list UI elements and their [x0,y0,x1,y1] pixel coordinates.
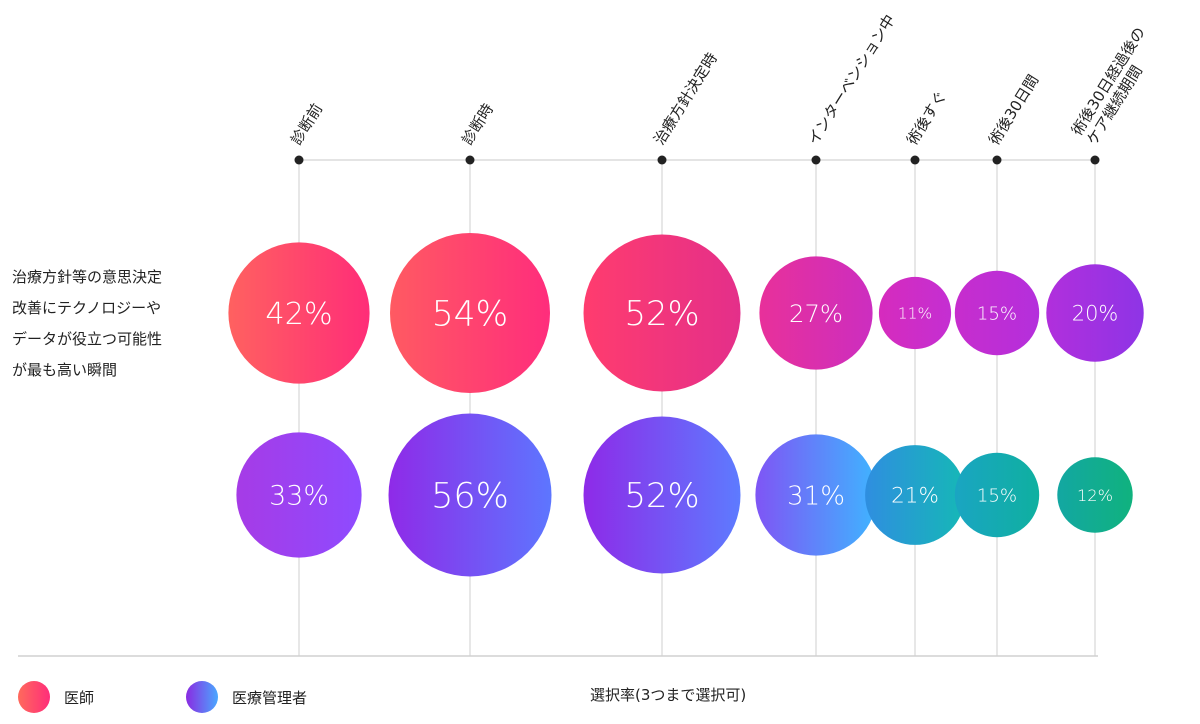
bubble [236,432,362,558]
category-label: インターベンション中 [804,11,899,148]
bubble [1057,457,1133,533]
bubble [878,276,952,350]
bubble [759,256,873,370]
row-label-line: が最も高い瞬間 [12,361,118,379]
bubble [583,234,741,392]
bubble-value-label: 54% [432,294,508,334]
category-label-text: 術後すぐ [903,88,950,148]
bubble-value-label: 15% [977,486,1017,507]
category-label-text: 診断時 [458,100,497,148]
timeline-dot [1090,155,1100,165]
bubble-value-label: 33% [269,481,329,512]
category-label-text: 治療方針決定時 [650,50,721,149]
bubble-value-label: 56% [431,477,509,517]
bubble-value-label: 21% [891,484,939,509]
bubble [954,270,1040,356]
category-label: 診断時 [458,100,497,148]
bubble [954,452,1040,538]
bubble [865,445,965,545]
bubble-value-label: 11% [898,305,932,323]
category-label-text: 術後30日間 [985,72,1042,149]
bubble-value-label: 52% [624,476,699,515]
category-label: 治療方針決定時 [650,50,721,149]
bubble-value-label: 42% [265,297,332,332]
bubble-value-label: 15% [977,304,1017,325]
category-labels-layer: 診断前 診断時 治療方針決定時 インターベンション中 術後すぐ 術後30日間 術後30日経過… [287,11,1149,149]
timeline-dot [992,155,1002,165]
row-label-line: データが役立つ可能性 [12,330,163,348]
bubble [583,416,741,574]
legend-item-doctor: 医師 [18,680,94,714]
row-label-line: 治療方針等の意思決定 [12,268,163,286]
category-label: 術後30日間 [985,72,1042,149]
timeline-dot [465,155,475,165]
bubble [1046,264,1144,362]
legend-swatch [186,681,218,713]
bubble-value-label: 52% [624,294,699,333]
timeline-dot [294,155,304,165]
timeline-dot [811,155,821,165]
bubble [390,233,550,393]
legend-label: 医療管理者 [232,688,308,707]
bubbles-layer: 42% 54% 52% 27% 11% 15% 20% 33% 56% 52% 31% 21% 15% 1… [228,233,1144,577]
category-label-text: インターベンション中 [804,11,899,148]
legend-label: 医師 [64,688,95,707]
bubble-value-label: 12% [1077,486,1113,505]
row-label: 治療方針等の意思決定 改善にテクノロジーや データが役立つ可能性 が最も高い瞬間 [12,262,212,386]
axes-layer [18,155,1100,657]
bubble-value-label: 20% [1072,302,1118,326]
legend-item-manager: 医療管理者 [186,680,307,714]
timeline-dot [657,155,667,165]
category-label-text: 診断前 [287,100,326,148]
footnote: 選択率(3つまで選択可) [590,686,747,704]
bubble [388,413,552,577]
bubble-value-label: 31% [787,481,845,511]
category-label: 診断前 [287,100,326,148]
category-label: 術後すぐ [903,88,950,148]
bubble [228,242,370,384]
bubble [755,434,877,556]
legend-swatch [18,681,50,713]
timeline-dot [910,155,920,165]
bubble-value-label: 27% [789,299,843,328]
row-label-line: 改善にテクノロジーや [12,299,162,317]
